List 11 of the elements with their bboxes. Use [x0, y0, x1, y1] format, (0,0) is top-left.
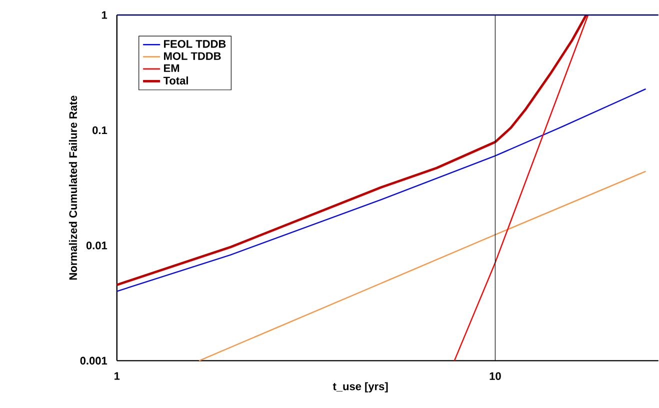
legend-label: FEOL TDDB — [164, 40, 226, 48]
y-tick-label: 0.1 — [92, 126, 108, 134]
y-axis-title: Normalized Cumulated Failure Rate — [68, 96, 78, 280]
y-tick-label: 1 — [102, 11, 108, 19]
y-tick-label: 0.01 — [86, 242, 108, 250]
y-tick-label: 0.001 — [80, 356, 108, 365]
legend-label: MOL TDDB — [164, 52, 221, 60]
x-tick-label: 10 — [490, 372, 501, 380]
legend-label: Total — [163, 76, 188, 85]
x-axis-title: t_use [yrs] — [332, 382, 388, 393]
legend-label: EM — [164, 64, 180, 72]
